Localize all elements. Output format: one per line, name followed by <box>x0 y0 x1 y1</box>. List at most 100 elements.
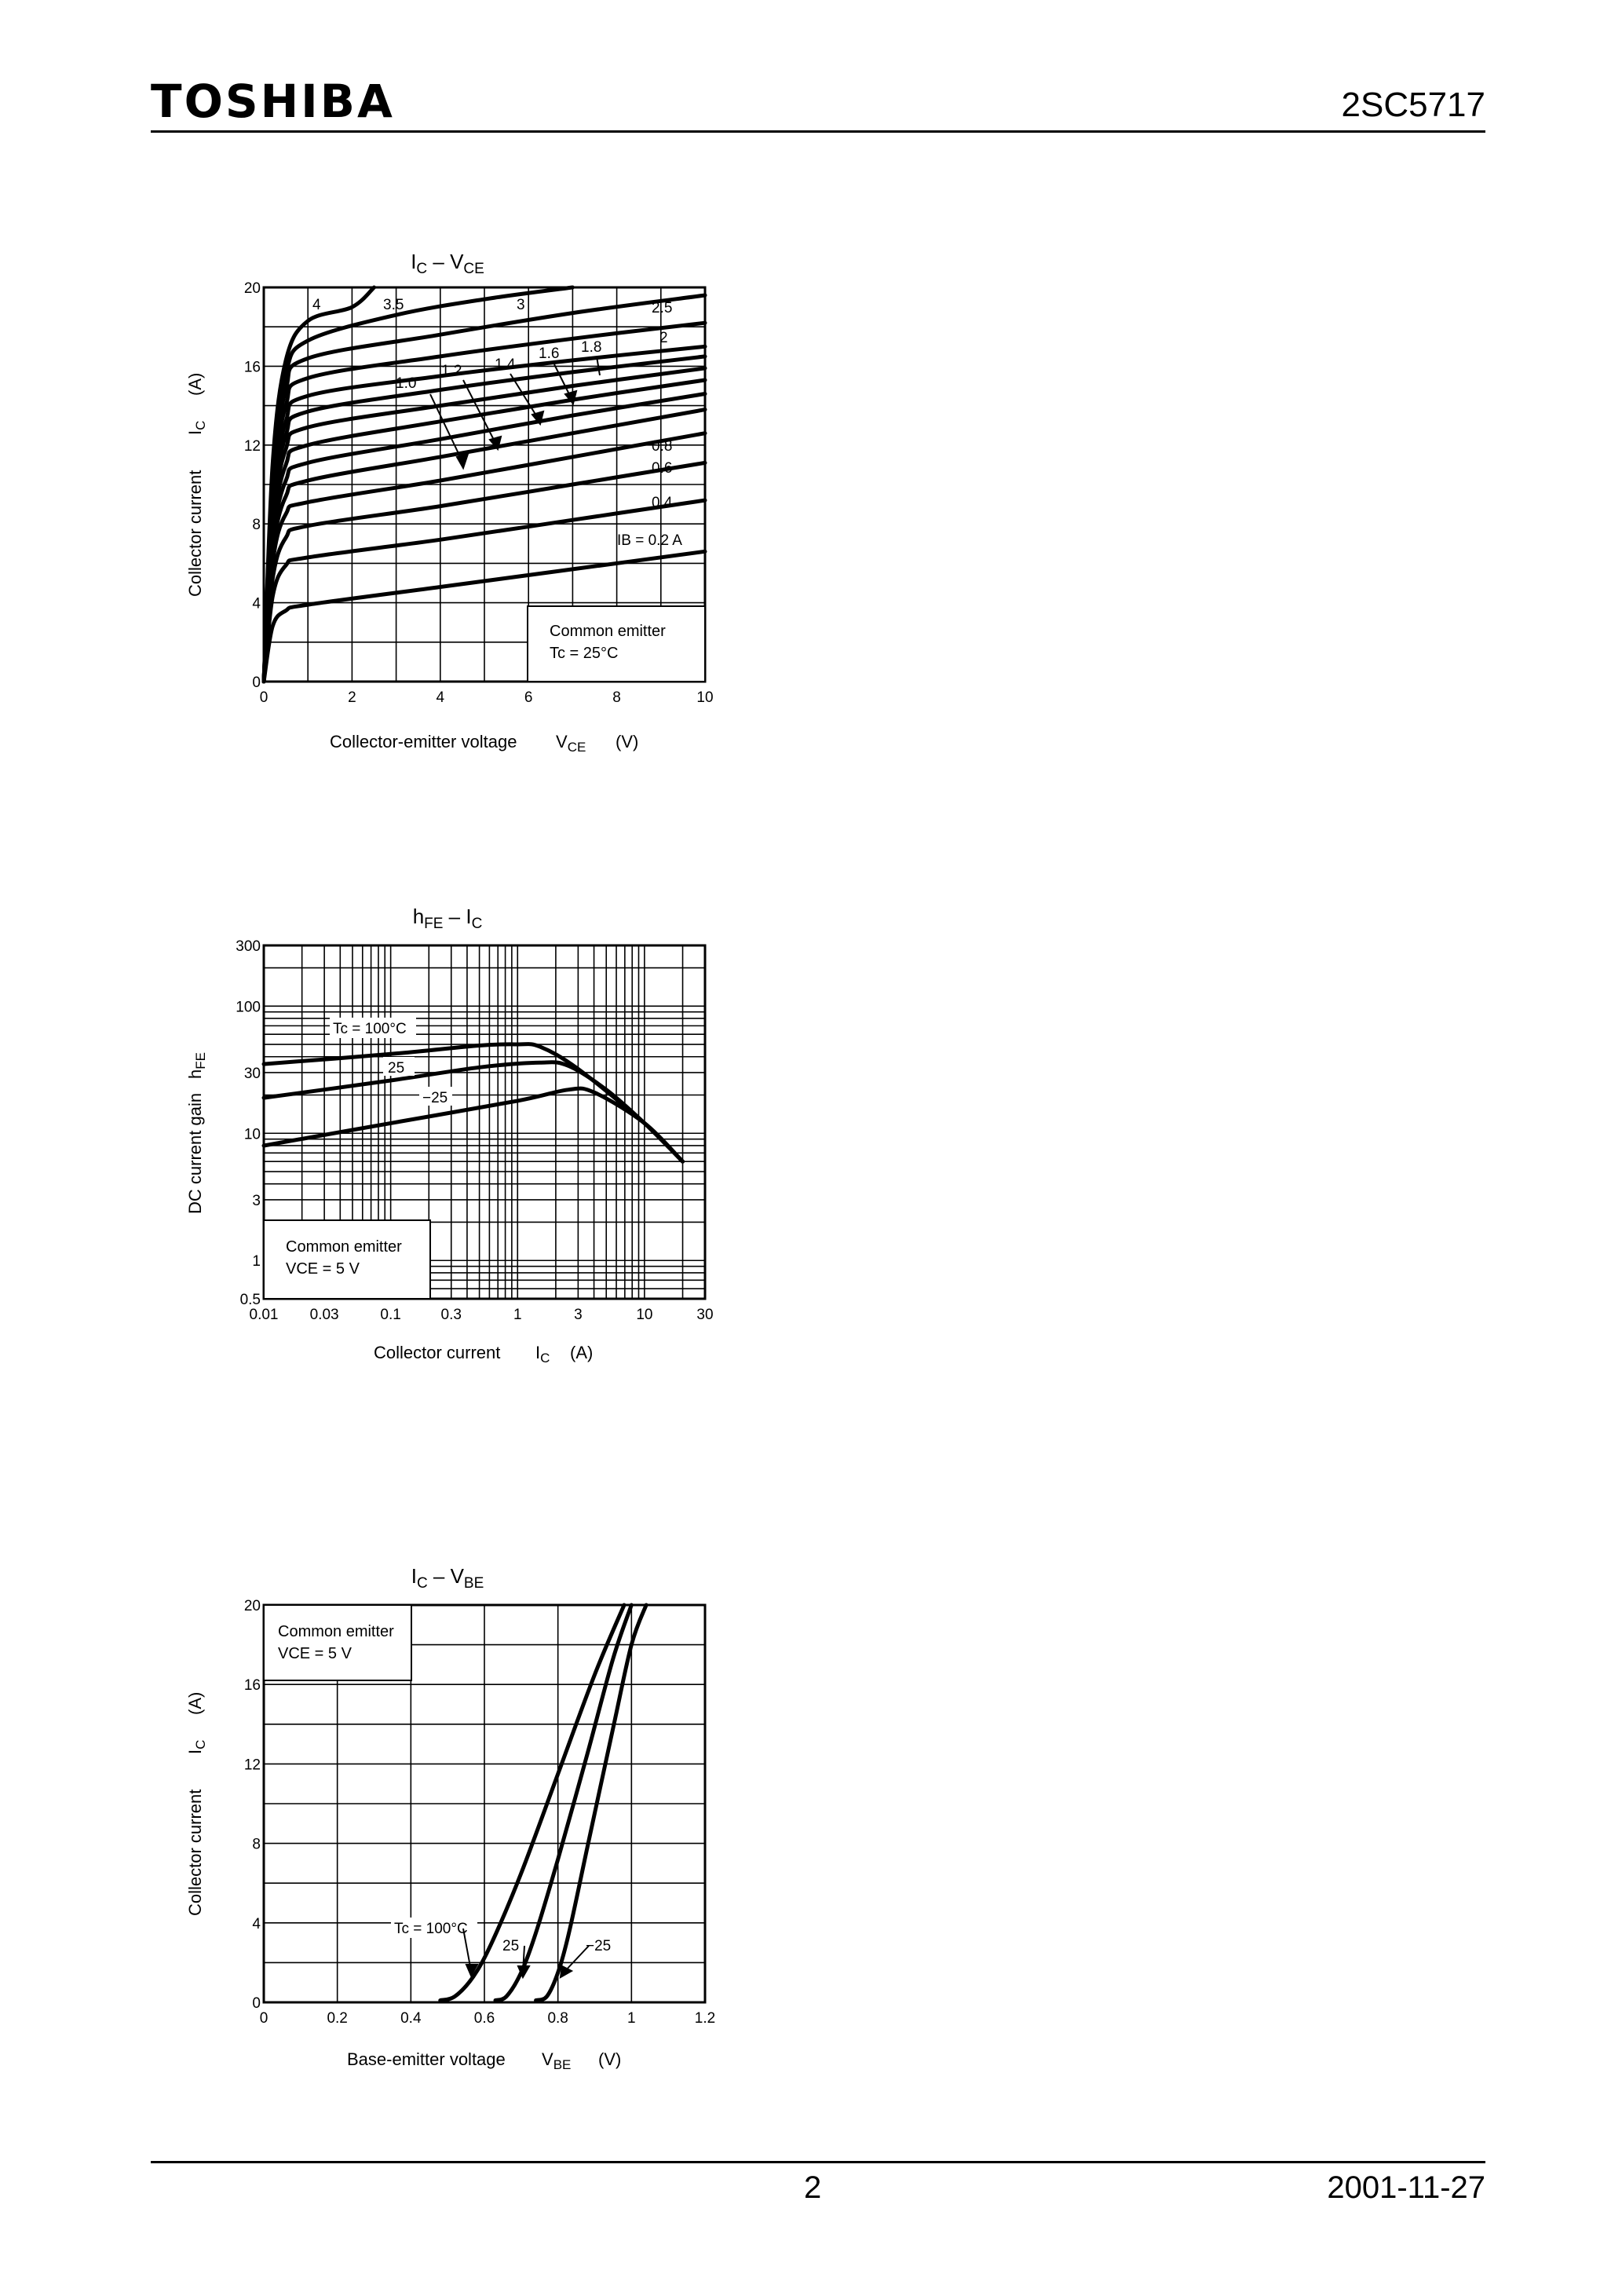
footer-rule <box>151 2161 1485 2163</box>
series-label: 4 <box>312 297 321 313</box>
x-axis-label: Base-emitter voltage VBE (V) <box>347 2049 621 2072</box>
chart-title: hFE – IC <box>413 905 483 932</box>
y-axis-label: DC current gainhFE <box>185 1052 208 1214</box>
x-tick-label: 8 <box>612 689 621 706</box>
y-tick-label: 8 <box>252 1837 261 1853</box>
x-tick-label: 1 <box>513 1307 522 1323</box>
x-tick-label: 0.1 <box>380 1307 400 1323</box>
series-label: 1.6 <box>539 345 559 362</box>
plot-frame <box>262 286 707 683</box>
series-group <box>261 1042 685 1164</box>
series-label: 1.0 <box>396 375 416 392</box>
y-tick-label: 10 <box>244 1126 261 1143</box>
note-line: VCE = 5 V <box>286 1260 360 1278</box>
series-group <box>438 1603 648 2002</box>
series-label: 1.8 <box>581 339 601 356</box>
series-line <box>261 1060 685 1164</box>
series-label: 25 <box>502 1938 519 1954</box>
series-line <box>438 1603 627 2002</box>
y-tick-label: 16 <box>244 1677 261 1694</box>
x-tick-label: 6 <box>524 689 533 706</box>
y-tick-label: 4 <box>252 1916 261 1932</box>
note-line: Tc = 25°C <box>550 645 618 662</box>
series-label: 0.4 <box>652 495 673 511</box>
series-label: 2.5 <box>652 300 672 316</box>
plot-frame <box>262 944 707 1300</box>
y-tick-label: 8 <box>252 517 261 533</box>
x-axis-label: Collector-emitter voltage VCE (V) <box>330 732 638 755</box>
series-line <box>534 1603 648 2002</box>
y-tick-label: 4 <box>252 596 261 612</box>
x-tick-label: 1.2 <box>695 2010 715 2027</box>
series-label: 0.6 <box>652 460 672 477</box>
series-label: 0.8 <box>652 438 672 455</box>
tick-labels: 0 2 4 6 8 10 0 4 8 12 16 20 <box>244 280 714 706</box>
x-tick-label: 0.03 <box>310 1307 339 1323</box>
part-number: 2SC5717 <box>1341 86 1485 124</box>
revision-date: 2001-11-27 <box>1327 2170 1485 2205</box>
note-line: Common emitter <box>278 1623 394 1640</box>
y-tick-label: 0 <box>252 1995 261 2012</box>
x-tick-label: 0.3 <box>441 1307 462 1323</box>
note-box <box>263 1219 431 1300</box>
x-tick-label: 0.6 <box>474 2010 495 2027</box>
x-tick-label: 4 <box>437 689 445 706</box>
series-line <box>261 1086 685 1164</box>
x-tick-label: 0.8 <box>547 2010 568 2027</box>
x-tick-label: 0 <box>260 2010 269 2027</box>
series-label: 25 <box>388 1060 404 1077</box>
note-box <box>263 1604 412 1681</box>
ic-vce-chart: IC – VCE 0 2 4 6 8 10 0 4 8 12 16 20 4 3.5 3 2.5 2 … <box>185 250 714 755</box>
y-tick-label: 0 <box>252 675 261 691</box>
series-label: 3.5 <box>383 297 404 313</box>
chart-title: IC – VBE <box>411 1564 484 1592</box>
plot-frame <box>262 1603 707 2004</box>
series-label: IB = 0.2 A <box>617 532 682 549</box>
chart-title: IC – VCE <box>411 250 484 277</box>
page-number: 2 <box>804 2170 822 2205</box>
tick-labels: 0 0.2 0.4 0.6 0.8 1 1.2 0 4 8 12 16 20 <box>244 1598 715 2027</box>
x-tick-label: 0.2 <box>327 2010 347 2027</box>
note-box <box>527 605 706 682</box>
series-line <box>261 460 707 684</box>
toshiba-logo: TOSHIBA <box>151 75 395 128</box>
x-tick-label: 2 <box>348 689 356 706</box>
series-label: −25 <box>422 1090 448 1106</box>
x-tick-label: 0.4 <box>400 2010 422 2027</box>
series-line <box>261 498 707 684</box>
series-line <box>261 431 707 684</box>
x-tick-label: 1 <box>627 2010 636 2027</box>
y-tick-label: 1 <box>252 1253 261 1270</box>
x-tick-label: 30 <box>696 1307 713 1323</box>
y-tick-label: 12 <box>244 438 261 455</box>
series-label: 1.4 <box>495 356 516 373</box>
note-line: Common emitter <box>550 623 666 640</box>
series-group <box>261 285 707 684</box>
header-rule <box>151 130 1485 133</box>
legend-labels: 4 3.5 3 2.5 2 1.8 1.6 1.4 1.2 1.0 0.8 0.… <box>312 297 682 549</box>
series-line <box>493 1603 634 2002</box>
x-axis-label: Collector current IC (A) <box>374 1343 593 1366</box>
x-tick-label: 10 <box>696 689 713 706</box>
y-tick-label: 3 <box>252 1193 261 1209</box>
x-tick-label: 3 <box>574 1307 583 1323</box>
x-tick-label: 0.01 <box>250 1307 279 1323</box>
y-tick-label: 100 <box>236 999 261 1015</box>
series-label: 3 <box>517 297 525 313</box>
y-tick-label: 12 <box>244 1757 261 1773</box>
series-label: 2 <box>659 330 668 346</box>
label-arrows <box>462 1928 590 1980</box>
y-tick-label: 30 <box>244 1066 261 1082</box>
hfe-ic-chart: hFE – IC 0.01 0.03 0.1 0.3 1 3 10 30 0.5 1 3 10 30 10… <box>185 905 714 1366</box>
y-tick-label: 20 <box>244 1598 261 1614</box>
label-arrows <box>429 356 601 470</box>
y-axis-label: Collector currentIC(A) <box>185 1692 208 1916</box>
y-tick-label: 20 <box>244 280 261 297</box>
series-line <box>261 549 707 684</box>
y-axis-label: Collector currentIC(A) <box>185 373 208 597</box>
x-tick-label: 0 <box>260 689 269 706</box>
series-label: Tc = 100°C <box>333 1021 407 1037</box>
x-tick-label: 10 <box>636 1307 652 1323</box>
tick-labels: 0.01 0.03 0.1 0.3 1 3 10 30 0.5 1 3 10 30 100 300 <box>236 938 713 1323</box>
y-tick-label: 300 <box>236 938 261 955</box>
